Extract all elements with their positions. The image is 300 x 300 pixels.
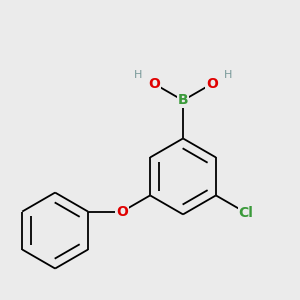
Text: O: O [206,77,218,91]
Text: H: H [134,70,142,80]
Text: B: B [178,94,188,107]
Text: O: O [116,205,128,218]
Text: O: O [148,77,160,91]
Text: H: H [224,70,232,80]
Text: Cl: Cl [239,206,254,220]
